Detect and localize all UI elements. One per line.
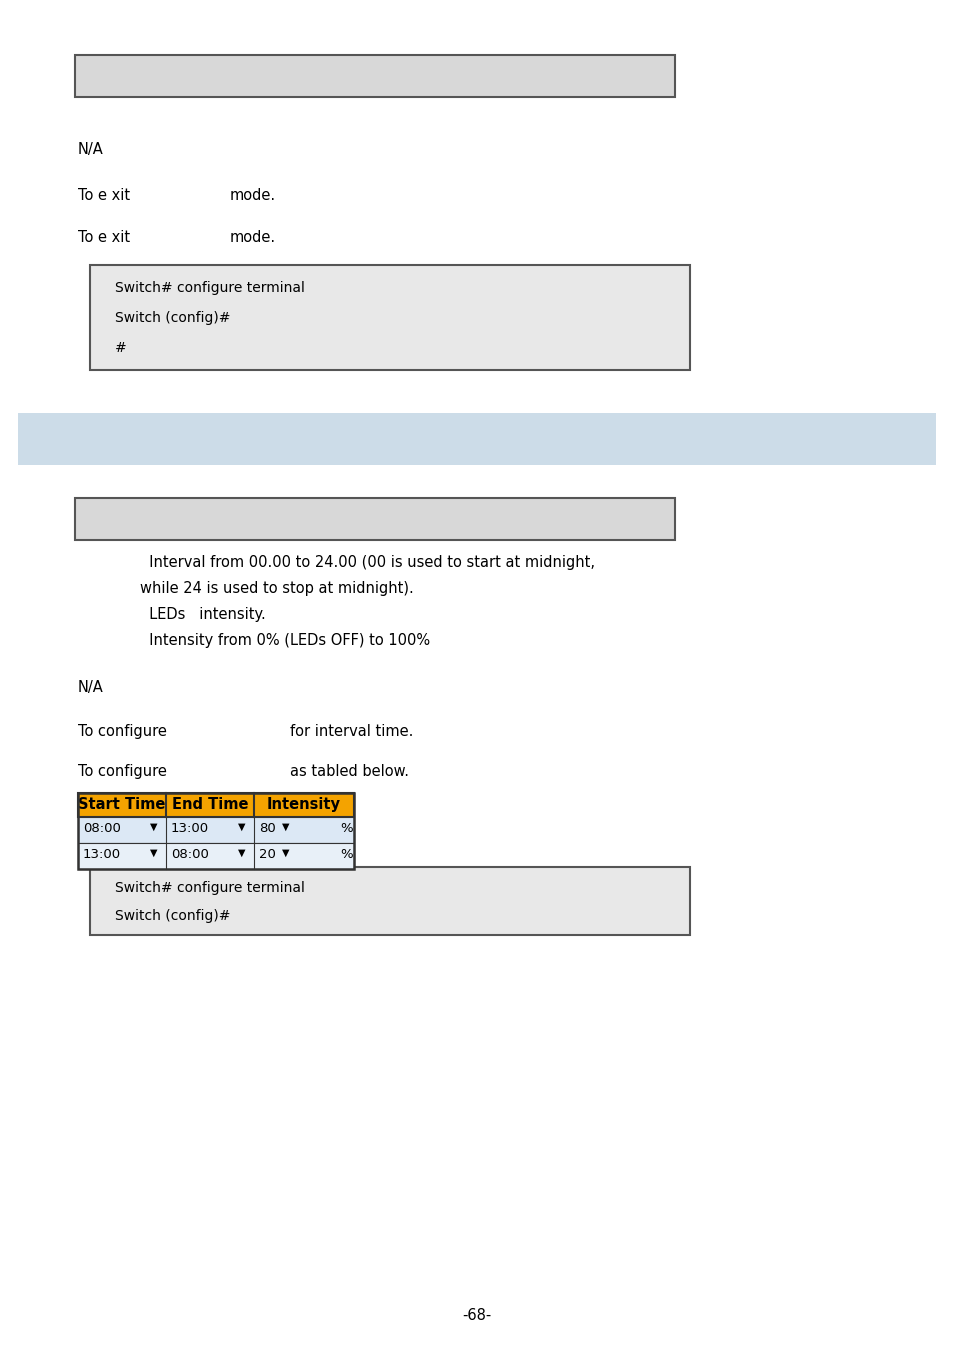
Text: while 24 is used to stop at midnight).: while 24 is used to stop at midnight). (140, 580, 414, 595)
Text: 08:00: 08:00 (171, 848, 209, 861)
Bar (78, 842, 354, 869)
Text: ▼: ▼ (282, 848, 289, 859)
Text: #: # (115, 342, 127, 355)
Text: To e xit: To e xit (78, 230, 130, 244)
Text: Switch (config)#: Switch (config)# (115, 909, 231, 923)
Text: End Time: End Time (172, 796, 248, 811)
Text: 13:00: 13:00 (171, 822, 209, 836)
Text: N/A: N/A (78, 142, 104, 157)
Text: -68-: -68- (462, 1308, 491, 1323)
Text: mode.: mode. (230, 230, 275, 244)
Bar (78, 817, 354, 842)
Text: 20: 20 (258, 848, 275, 861)
Text: for interval time.: for interval time. (290, 724, 413, 738)
Text: Intensity from 0% (LEDs OFF) to 100%: Intensity from 0% (LEDs OFF) to 100% (140, 633, 430, 648)
Bar (78, 792, 354, 869)
Text: Switch# configure terminal: Switch# configure terminal (115, 281, 305, 296)
Bar (18, 413, 935, 464)
Text: To e xit: To e xit (78, 188, 130, 202)
Text: 13:00: 13:00 (83, 848, 121, 861)
Text: %: % (339, 848, 353, 861)
Bar (75, 498, 675, 540)
Text: Switch (config)#: Switch (config)# (115, 310, 231, 325)
Bar (90, 867, 689, 936)
Text: 08:00: 08:00 (83, 822, 121, 836)
Text: as tabled below.: as tabled below. (290, 764, 409, 779)
Text: ▼: ▼ (237, 848, 245, 859)
Text: N/A: N/A (78, 680, 104, 695)
Text: %: % (339, 822, 353, 836)
Text: ▼: ▼ (150, 822, 157, 832)
Bar (75, 55, 675, 97)
Text: Interval from 00.00 to 24.00 (00 is used to start at midnight,: Interval from 00.00 to 24.00 (00 is used… (140, 555, 595, 570)
Text: Switch# configure terminal: Switch# configure terminal (115, 882, 305, 895)
Text: LEDs   intensity.: LEDs intensity. (140, 608, 266, 622)
Text: 80: 80 (258, 822, 275, 836)
Text: ▼: ▼ (150, 848, 157, 859)
Text: mode.: mode. (230, 188, 275, 202)
Text: Start Time: Start Time (78, 796, 166, 811)
Text: To configure: To configure (78, 764, 167, 779)
Text: ▼: ▼ (282, 822, 289, 832)
Bar (90, 265, 689, 370)
Bar (78, 792, 354, 817)
Text: Intensity: Intensity (267, 796, 340, 811)
Text: ▼: ▼ (237, 822, 245, 832)
Text: To configure: To configure (78, 724, 167, 738)
